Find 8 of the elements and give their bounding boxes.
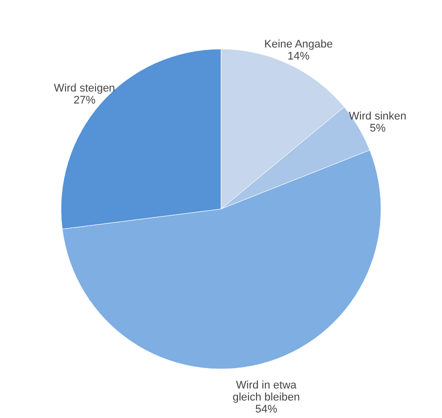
slice-label: Wird steigen bbox=[54, 82, 116, 95]
slice-label: Keine Angabe bbox=[264, 38, 333, 50]
slice-label: Wird in etwa gleich bleiben bbox=[232, 379, 300, 404]
data-label: 5% bbox=[370, 122, 386, 134]
data-label: 54% bbox=[255, 403, 278, 416]
slice-label: Wird sinken bbox=[348, 110, 406, 122]
data-label: 27% bbox=[73, 94, 96, 107]
data-label: 14% bbox=[287, 50, 310, 62]
